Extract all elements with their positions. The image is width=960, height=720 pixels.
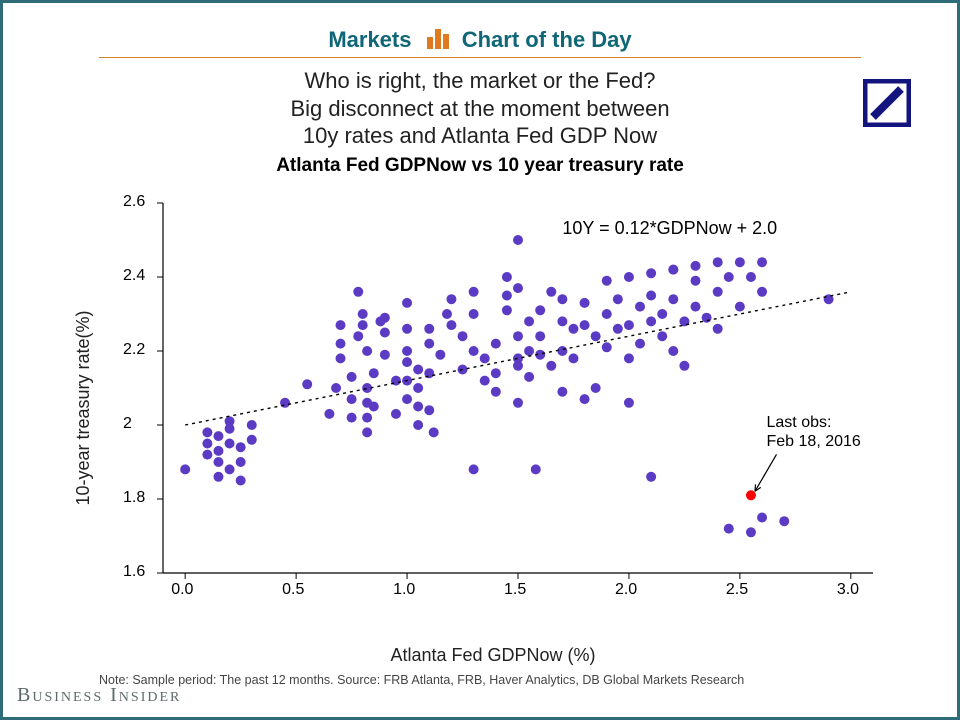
x-tick-label: 1.5 — [504, 581, 526, 599]
chart-title: Who is right, the market or the Fed?Big … — [3, 67, 957, 150]
y-tick-label: 2.2 — [123, 341, 145, 359]
x-tick-label: 3.0 — [837, 581, 859, 599]
y-tick-label: 1.8 — [123, 489, 145, 507]
scatter-plot — [93, 193, 893, 623]
db-logo-icon — [863, 79, 911, 127]
callout-label: Last obs:Feb 18, 2016 — [767, 414, 861, 451]
header-cotd: Chart of the Day — [462, 27, 632, 53]
x-tick-label: 0.0 — [171, 581, 193, 599]
x-tick-label: 0.5 — [282, 581, 304, 599]
source-note: Note: Sample period: The past 12 months.… — [99, 673, 897, 687]
y-tick-label: 2 — [123, 415, 132, 433]
bar-icon — [424, 27, 450, 57]
header: Markets Chart of the Day — [3, 27, 957, 57]
chart-subtitle: Atlanta Fed GDPNow vs 10 year treasury r… — [3, 155, 957, 177]
y-tick-label: 1.6 — [123, 563, 145, 581]
page-frame: Markets Chart of the Day Who is right, t… — [0, 0, 960, 720]
y-tick-label: 2.6 — [123, 193, 145, 211]
y-axis-label: 10-year treasury rate(%) — [73, 193, 94, 623]
x-tick-label: 2.0 — [615, 581, 637, 599]
header-markets: Markets — [328, 27, 411, 53]
business-insider-brand: Business Insider — [17, 684, 181, 707]
x-axis-label: Atlanta Fed GDPNow (%) — [93, 645, 893, 666]
x-tick-label: 1.0 — [393, 581, 415, 599]
x-tick-label: 2.5 — [726, 581, 748, 599]
header-rule — [99, 57, 861, 58]
regression-equation: 10Y = 0.12*GDPNow + 2.0 — [562, 218, 777, 239]
y-tick-label: 2.4 — [123, 267, 145, 285]
